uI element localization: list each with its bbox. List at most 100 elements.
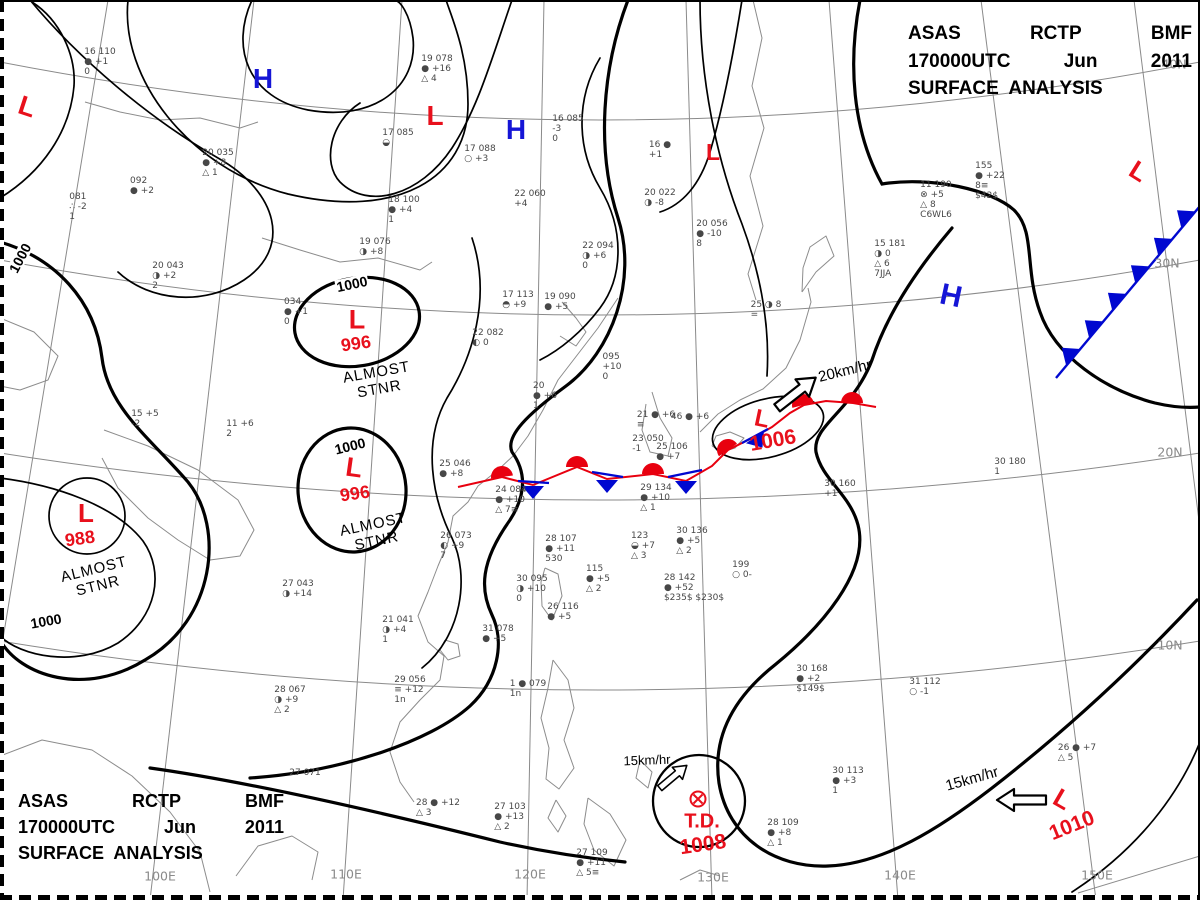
station-plot: 29 056 ≡ +12 1n xyxy=(394,674,426,706)
station-plot: 11 190 ⊗ +5 △ 8 C6WL6 xyxy=(920,179,952,221)
pressure-system-letter: H xyxy=(505,114,527,146)
station-plot: 28 142 ● +52 $235$ $230$ xyxy=(663,572,725,604)
grid-coordinate-label: 30N xyxy=(1154,255,1180,271)
pressure-system-letter: L xyxy=(78,498,94,529)
station-plot: 17 085 ◒ xyxy=(382,127,414,148)
station-plot: 30 168 ● +2 $149$ xyxy=(796,663,828,695)
station-plot: 22 094 ◑ +6 0 xyxy=(582,240,614,272)
station-plot: 15 181 ◑ 0 △ 6 7JJA xyxy=(874,238,906,280)
station-plot: 1 ● 079 1n xyxy=(509,678,547,699)
station-plot: 28 067 ◑ +9 △ 2 xyxy=(274,684,306,716)
station-plot: 30 136 ● +5 △ 2 xyxy=(676,525,708,557)
title-line-3: SURFACE ANALYSIS xyxy=(908,78,1103,100)
chart-title-top: ASAS RCTP BMF 170000UTC Jun 2011 SURFACE… xyxy=(908,20,1192,103)
frame-ticks-left xyxy=(0,0,4,900)
station-plot: 17 088 ○ +3 xyxy=(464,143,496,164)
station-plot: 034 ● +1 0 xyxy=(284,296,308,328)
station-plot: 19 076 ◑ +8 xyxy=(359,236,391,257)
movement-speed-label: 15km/hr xyxy=(623,751,671,769)
station-plot: 30 180 1 xyxy=(994,456,1026,477)
station-plot: 30 160 +1 xyxy=(824,478,856,499)
station-plot: 30 095 ◑ +10 0 xyxy=(516,573,548,605)
station-plot: 26 ● +7 △ 5 xyxy=(1057,742,1097,763)
grid-coordinate-label: 20N xyxy=(1157,444,1183,460)
station-plot: 115 ● +5 △ 2 xyxy=(586,563,610,595)
station-plot: 11 +6 2 xyxy=(226,418,254,439)
pressure-value: 996 xyxy=(339,331,373,356)
station-plot: 155 ● +22 8≡ $42$ xyxy=(975,160,1005,202)
stationary-front xyxy=(457,392,877,499)
station-plot: 30 113 ● +3 1 xyxy=(832,765,864,797)
station-plot: 31 112 ○ -1 xyxy=(909,676,941,697)
station-plot: 21 ● +6 ≡ xyxy=(636,409,676,430)
station-plot: 20 022 ◑ -8 xyxy=(644,187,676,208)
title-line-2: 170000UTC Jun 2011 xyxy=(18,817,284,838)
title-line-1: ASAS RCTP BMF xyxy=(18,791,284,811)
pressure-value: 996 xyxy=(338,481,372,506)
pressure-system-letter: L xyxy=(426,100,444,132)
frame-ticks-bottom xyxy=(0,895,1200,900)
station-plot: 16 085 -3 0 xyxy=(552,113,584,145)
station-plot: 081 ∴ -2 1 xyxy=(69,191,87,223)
station-plot: 26 073 ◐ +9 7 xyxy=(440,530,472,562)
grid-coordinate-label: 130E xyxy=(697,869,729,885)
station-plot: 46 ● +6 xyxy=(670,411,710,422)
station-plot: 19 090 ● +5 xyxy=(544,291,576,312)
station-plot: 27 103 ● +13 △ 2 xyxy=(494,801,526,833)
station-plot: 19 078 ● +16 △ 4 xyxy=(421,53,453,85)
station-plot: 17 113 ◓ +9 xyxy=(502,289,534,310)
grid-coordinate-label: 140E xyxy=(884,867,916,883)
station-plot: 27 109 ● +11 △ 5≡ xyxy=(576,847,608,879)
arrow-northeast-icon xyxy=(773,376,817,413)
arrow-northeast-small-icon xyxy=(656,764,688,792)
station-plot: 199 ○ 0- xyxy=(732,559,752,580)
tropical-depression-icon xyxy=(689,790,707,808)
station-plot: 27 071 xyxy=(289,767,321,778)
station-plot: 20 043 ◑ +2 2 xyxy=(152,260,184,292)
station-plot: 25 ◑ 8 = xyxy=(750,299,782,320)
arrow-west-icon xyxy=(995,787,1048,813)
pressure-system-letter: L xyxy=(705,138,721,165)
station-plot: 22 082 ◐ 0 xyxy=(472,327,504,348)
station-plot: 28 107 ● +11 530 xyxy=(545,533,577,565)
station-plot: 15 +5 -2 xyxy=(131,408,159,429)
station-plot: 31 078 ● +5 xyxy=(482,623,514,644)
pressure-value: 988 xyxy=(63,526,97,551)
station-plot: 25 106 ● +7 xyxy=(656,441,688,462)
pressure-system-letter: H xyxy=(252,63,274,95)
pressure-system-letter: L xyxy=(348,304,366,335)
title-line-1: ASAS RCTP BMF xyxy=(908,23,1192,44)
station-plot: 16 ● +1 xyxy=(648,139,672,160)
station-plot: 18 100 ● +4 1 xyxy=(388,194,420,226)
grid-coordinate-label: 110E xyxy=(330,866,362,882)
station-plot: 28 ● +12 △ 3 xyxy=(415,797,461,818)
station-plot: 20 ● +6 1 xyxy=(533,380,557,412)
station-plot: 20 035 ● +8 △ 1 xyxy=(202,147,234,179)
station-plot: 25 046 ● +8 xyxy=(439,458,471,479)
title-line-2: 170000UTC Jun 2011 xyxy=(908,50,1192,72)
station-plot: 24 084 ● +10 △ 7≡ xyxy=(495,484,527,516)
title-line-3: SURFACE ANALYSIS xyxy=(18,843,203,864)
grid-coordinate-label: 10N xyxy=(1157,637,1183,653)
station-plot: 21 041 ◑ +4 1 xyxy=(382,614,414,646)
movement-arrows xyxy=(656,376,1048,813)
station-plot: 29 134 ● +10 △ 1 xyxy=(640,482,672,514)
station-plot: 26 116 ● +5 xyxy=(547,601,579,622)
chart-title-bottom: ASAS RCTP BMF 170000UTC Jun 2011 SURFACE… xyxy=(18,788,284,866)
station-plot: 23 050 -1 xyxy=(632,433,664,454)
station-plot: 22 060 +4 xyxy=(514,188,546,209)
station-plot: 16 110 ● +1 0 xyxy=(84,46,116,78)
grid-coordinate-label: 100E xyxy=(144,868,176,884)
station-plot: 123 ◒ +7 △ 3 xyxy=(631,530,655,562)
pressure-value: T.D. xyxy=(684,810,720,833)
station-plot: 28 109 ● +8 △ 1 xyxy=(767,817,799,849)
grid-coordinate-label: 150E xyxy=(1081,867,1113,883)
grid-coordinate-label: 120E xyxy=(514,866,546,882)
grid-coordinate-label: 40N xyxy=(1161,56,1187,72)
station-plot: 095 +10 0 xyxy=(602,351,622,383)
station-plot: 092 ● +2 xyxy=(130,175,154,196)
